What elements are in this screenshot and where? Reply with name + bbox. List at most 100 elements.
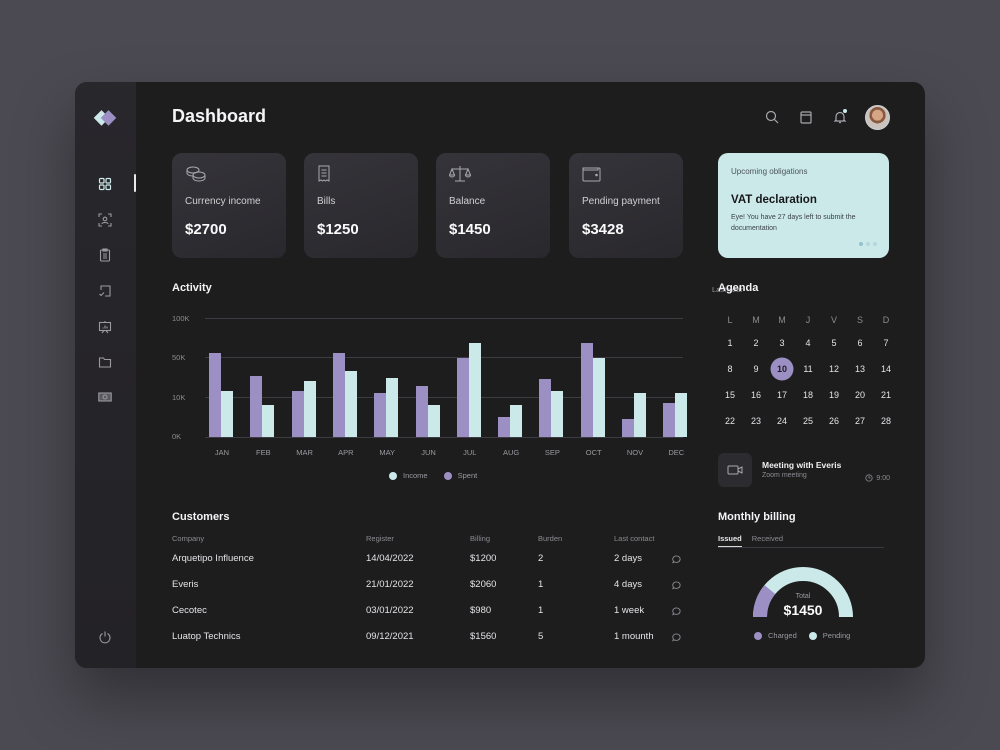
legend-income[interactable]: Income: [389, 471, 428, 480]
bar-group-aug[interactable]: [498, 310, 524, 437]
table-row[interactable]: Everis 21/01/2022 $2060 1 4 days: [172, 572, 692, 598]
calendar-day[interactable]: 15: [724, 390, 735, 400]
column-header[interactable]: Burden: [538, 534, 563, 543]
bar-group-apr[interactable]: [332, 310, 359, 437]
stat-card-bills[interactable]: Bills $1250: [304, 153, 418, 258]
carousel-dot-3[interactable]: [873, 242, 877, 246]
bar-spent[interactable]: [498, 417, 511, 437]
bar-group-may[interactable]: [374, 310, 400, 437]
bar-income[interactable]: [303, 381, 316, 437]
calendar-day[interactable]: 16: [750, 390, 761, 400]
bar-spent[interactable]: [209, 353, 221, 437]
sidebar-item-reports[interactable]: [97, 319, 113, 335]
calendar-day[interactable]: 8: [727, 364, 733, 374]
sidebar-item-customers[interactable]: [97, 212, 113, 228]
legend-spent[interactable]: Spent: [443, 471, 477, 480]
logout-button[interactable]: [97, 629, 113, 645]
tab-received[interactable]: Received: [751, 534, 784, 543]
calendar-day[interactable]: 14: [880, 364, 891, 374]
bar-spent[interactable]: [539, 379, 552, 437]
calendar-day[interactable]: 28: [880, 416, 891, 426]
message-button[interactable]: [672, 624, 681, 650]
message-button[interactable]: [672, 546, 681, 572]
bar-group-sep[interactable]: [539, 310, 565, 437]
calendar-day[interactable]: 24: [776, 416, 787, 426]
calendar-button[interactable]: [789, 104, 823, 130]
calendar-day[interactable]: 1: [727, 338, 733, 348]
calendar-day[interactable]: 6: [857, 338, 863, 348]
calendar-day[interactable]: 27: [854, 416, 865, 426]
bar-income[interactable]: [634, 393, 646, 437]
calendar-day[interactable]: 21: [880, 390, 891, 400]
column-header[interactable]: Last contact: [614, 534, 655, 543]
bar-group-jan[interactable]: [209, 310, 235, 437]
calendar-day[interactable]: 18: [802, 390, 813, 400]
table-row[interactable]: Arquetipo Influence 14/04/2022 $1200 2 2 day…: [172, 546, 692, 572]
agenda-event[interactable]: Meeting with Everis Zoom meeting 9:00: [718, 453, 890, 487]
notifications-button[interactable]: [823, 104, 857, 130]
bar-income[interactable]: [551, 391, 564, 437]
sidebar-item-approvals[interactable]: [97, 283, 113, 299]
column-header[interactable]: Company: [172, 534, 205, 543]
bar-group-dec[interactable]: [663, 310, 689, 437]
bar-group-jul[interactable]: [456, 310, 483, 437]
bar-income[interactable]: [386, 378, 399, 437]
diamond-logo-icon[interactable]: [93, 108, 119, 128]
bar-group-nov[interactable]: [622, 310, 648, 437]
table-row[interactable]: Cecotec 03/01/2022 $980 1 1 week: [172, 598, 692, 624]
bar-income[interactable]: [510, 405, 523, 437]
upcoming-obligations-card[interactable]: Upcoming obligations VAT declaration Eye…: [718, 153, 889, 258]
calendar-day[interactable]: 11: [803, 364, 813, 374]
calendar-day[interactable]: 23: [750, 416, 761, 426]
calendar-day[interactable]: 20: [854, 390, 865, 400]
calendar-day[interactable]: 4: [805, 338, 811, 348]
message-button[interactable]: [672, 572, 681, 598]
bar-income[interactable]: [344, 371, 357, 437]
calendar-day[interactable]: 13: [854, 364, 865, 374]
calendar-day[interactable]: 10: [776, 364, 787, 374]
bar-group-feb[interactable]: [250, 310, 276, 437]
stat-card-pending-payment[interactable]: Pending payment $3428: [569, 153, 683, 258]
calendar-day[interactable]: 12: [828, 364, 839, 374]
bar-spent[interactable]: [622, 419, 634, 437]
bar-spent[interactable]: [250, 376, 263, 437]
table-row[interactable]: Luatop Technics 09/12/2021 $1560 5 1 mounth: [172, 624, 692, 650]
bar-income[interactable]: [262, 405, 275, 437]
sidebar-item-tasks[interactable]: [97, 247, 113, 263]
bar-income[interactable]: [221, 391, 233, 437]
bar-group-oct[interactable]: [580, 310, 607, 437]
bar-spent[interactable]: [332, 353, 345, 437]
calendar-day[interactable]: 2: [753, 338, 759, 348]
bar-spent[interactable]: [456, 358, 469, 437]
bar-income[interactable]: [592, 358, 605, 437]
calendar-day[interactable]: 22: [724, 416, 735, 426]
bar-group-mar[interactable]: [291, 310, 318, 437]
calendar-day[interactable]: 17: [776, 390, 787, 400]
message-button[interactable]: [672, 598, 681, 624]
bar-spent[interactable]: [663, 403, 676, 437]
period-selector[interactable]: Last year: [712, 285, 743, 294]
bar-group-jun[interactable]: [415, 310, 442, 437]
bar-income[interactable]: [427, 405, 440, 437]
avatar[interactable]: [865, 104, 890, 130]
tab-issued[interactable]: Issued: [718, 534, 742, 547]
column-header[interactable]: Register: [366, 534, 394, 543]
sidebar-item-payments[interactable]: [97, 389, 113, 405]
calendar-day[interactable]: 5: [831, 338, 837, 348]
bar-spent[interactable]: [415, 386, 428, 437]
video-call-button[interactable]: [718, 453, 752, 487]
sidebar-item-files[interactable]: [97, 354, 113, 370]
column-header[interactable]: Billing: [470, 534, 491, 543]
carousel-dot-1[interactable]: [859, 242, 863, 246]
sidebar-item-dashboard[interactable]: [97, 176, 113, 192]
bar-income[interactable]: [468, 342, 481, 437]
calendar-day[interactable]: 26: [828, 416, 839, 426]
calendar-day[interactable]: 25: [802, 416, 813, 426]
bar-income[interactable]: [675, 393, 688, 437]
calendar-day[interactable]: 3: [779, 338, 785, 348]
search-button[interactable]: [755, 104, 789, 130]
bar-spent[interactable]: [291, 391, 304, 437]
bar-spent[interactable]: [374, 393, 387, 437]
calendar-day[interactable]: 7: [883, 338, 889, 348]
bar-spent[interactable]: [580, 342, 593, 437]
